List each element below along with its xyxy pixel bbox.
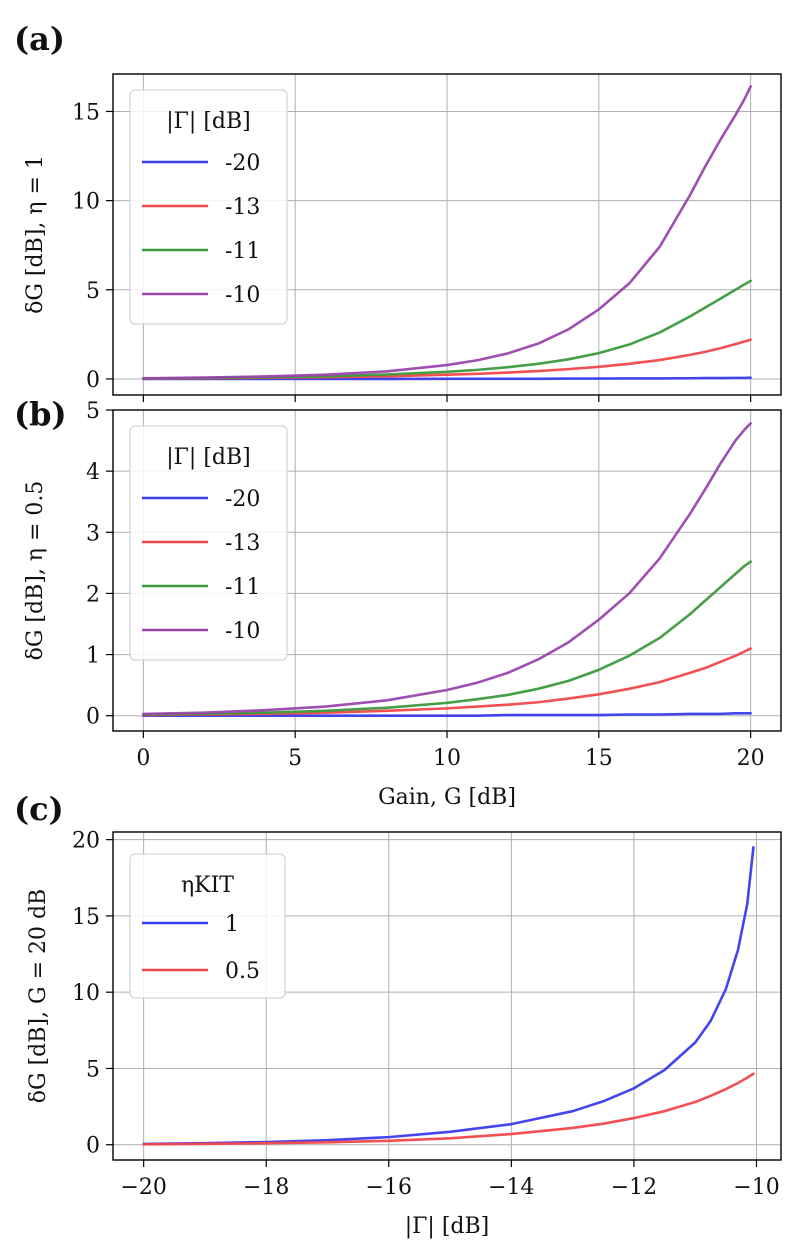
x-tick-label: 15 [585,746,613,771]
legend-title: |Γ| [dB] [166,445,251,470]
series-group [142,845,755,1146]
x-tick-label: −14 [488,1175,534,1200]
y-tick-label: 5 [86,1057,100,1082]
series-line-m10 [142,422,752,716]
y-tick-label: 0 [86,368,100,393]
y-tick-label: 15 [72,905,100,930]
y-tick-label: 0 [86,705,100,730]
legend-label: -10 [225,619,260,644]
series-line-m11 [142,279,752,380]
legend-label: 0.5 [225,959,260,984]
panel-3: −20 −18 −16 −14 −12 −10 0 5 10 15 20 δG [dB], G = 2… [14,790,782,1239]
legend: |Γ| [dB] -20 -13 -11 -10 [129,89,288,325]
x-tick-label: −12 [611,1175,657,1200]
legend-title: |Γ| [dB] [166,109,251,134]
x-tick-label: 20 [737,746,765,771]
y-tick-label: 1 [86,644,100,669]
x-tick-label: −10 [733,1175,779,1200]
legend-label: -13 [225,531,260,556]
x-tick-label: 5 [288,746,302,771]
legend-label: -10 [225,283,260,308]
legend-label: -11 [225,239,260,264]
x-tick-label: −16 [366,1175,412,1200]
y-axis-label: δG [dB], G = 20 dB [26,889,51,1103]
x-tick-label: −18 [243,1175,289,1200]
legend-box [129,853,286,999]
legend-title: ηKIT [181,873,234,898]
x-tick-label: 0 [136,746,150,771]
legend: ηKIT 1 0.5 [129,853,286,999]
series-line-1 [142,845,755,1146]
x-axis-label: |Γ| [dB] [405,1214,490,1239]
legend-label: -13 [225,195,260,220]
x-axis-label: Gain, G [dB] [378,785,516,810]
panel-label: (b) [14,395,67,433]
y-tick-label: 5 [86,279,100,304]
y-axis-label: δG [dB], η = 1 [23,155,48,314]
x-tick-label: −20 [120,1175,166,1200]
series-line-m11 [142,560,752,716]
series-line-m13 [142,647,752,717]
legend-label: 1 [225,912,239,937]
series-line-m20 [142,711,752,718]
panel-label: (a) [14,20,65,58]
series-line-m20 [142,376,752,381]
legend-box [129,89,288,325]
y-tick-label: 2 [86,582,100,607]
y-tick-label: 5 [86,399,100,424]
legend-box [129,425,288,661]
y-tick-label: 20 [72,829,100,854]
plot-frame [112,831,782,1161]
y-tick-label: 10 [72,981,100,1006]
y-tick-label: 0 [86,1134,100,1159]
panel-label: (c) [14,790,64,828]
legend: |Γ| [dB] -20 -13 -11 -10 [129,425,288,661]
panel-2: 0 5 10 15 20 0 1 2 3 4 5 δG [dB], η = 0.5 Gain, G [d… [14,395,782,810]
series-line-m10 [142,85,752,380]
panel-1: 0 5 10 15 δG [dB], η = 1 (a) |Γ| [dB] -20 -13 -11… [14,20,782,402]
legend-label: -11 [225,575,260,600]
series-group [142,85,752,381]
series-group [142,422,752,718]
y-tick-label: 10 [72,190,100,215]
legend-label: -20 [225,151,260,176]
y-tick-label: 4 [86,460,100,485]
y-axis-label: δG [dB], η = 0.5 [23,481,48,661]
series-line-0.5 [142,1072,755,1146]
y-tick-label: 15 [72,100,100,125]
legend-label: -20 [225,487,260,512]
y-tick-label: 3 [86,521,100,546]
x-tick-label: 10 [433,746,461,771]
